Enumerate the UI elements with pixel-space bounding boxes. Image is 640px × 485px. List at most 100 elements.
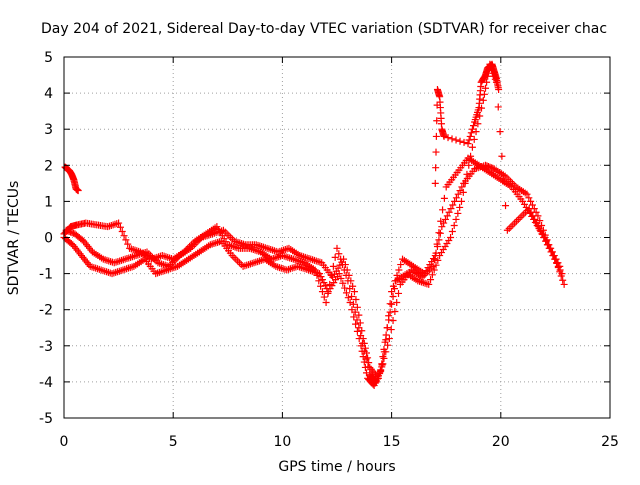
data-point [277, 264, 285, 272]
data-point [356, 319, 364, 327]
data-point [550, 252, 558, 260]
data-point [534, 223, 542, 231]
data-point [545, 241, 553, 249]
data-series [60, 60, 568, 390]
data-point [431, 179, 439, 187]
data-point [538, 230, 546, 238]
data-point [109, 221, 117, 229]
data-point [538, 221, 546, 229]
data-point [335, 250, 343, 258]
data-point [440, 194, 448, 202]
data-point [289, 255, 297, 263]
x-tick-label: 5 [169, 434, 178, 450]
data-point [559, 276, 567, 284]
data-point [428, 271, 436, 279]
data-point [382, 331, 390, 339]
data-point [161, 261, 169, 269]
data-point [541, 231, 549, 239]
data-point [290, 264, 298, 272]
data-point [333, 244, 341, 252]
y-tick-label: 3 [44, 122, 53, 138]
data-point [345, 271, 353, 279]
data-point [440, 219, 448, 227]
data-point [468, 125, 476, 133]
data-point [125, 254, 133, 262]
y-tick-label: -4 [39, 375, 53, 391]
x-tick-label: 0 [60, 434, 69, 450]
data-point [265, 245, 273, 253]
data-point [431, 256, 439, 264]
data-point [452, 194, 460, 202]
data-point [124, 264, 132, 272]
data-point [440, 132, 448, 140]
data-point [279, 265, 287, 273]
y-axis-label: SDTVAR / TECUs [6, 181, 22, 296]
data-point [159, 261, 167, 269]
data-point [558, 270, 566, 278]
data-point [470, 135, 478, 143]
data-point [250, 259, 258, 267]
data-point [123, 255, 131, 263]
data-point [456, 203, 464, 211]
data-point [457, 197, 465, 205]
data-point [465, 136, 473, 144]
data-point [494, 103, 502, 111]
data-point [560, 280, 568, 288]
data-point [359, 353, 367, 361]
data-point [432, 164, 440, 172]
data-point [358, 347, 366, 355]
data-point [74, 187, 82, 195]
data-point [514, 215, 522, 223]
data-point [386, 300, 394, 308]
data-point [283, 245, 291, 253]
data-point [239, 262, 247, 270]
data-point [447, 234, 455, 241]
data-point [441, 215, 449, 223]
data-point [126, 244, 134, 252]
data-point [385, 316, 393, 324]
data-point [479, 96, 487, 104]
data-point [353, 316, 361, 324]
data-point [317, 282, 325, 290]
data-point [393, 298, 401, 306]
data-point [119, 256, 127, 264]
data-point [99, 267, 107, 275]
data-point [234, 257, 242, 265]
data-point [458, 183, 466, 191]
data-point [435, 229, 443, 237]
data-point [353, 303, 361, 311]
data-point [361, 344, 369, 352]
data-point [118, 227, 126, 235]
data-point [520, 210, 528, 218]
data-point [263, 244, 271, 252]
data-point [542, 237, 550, 245]
data-point [425, 280, 433, 288]
y-tick-label: 4 [44, 86, 53, 102]
data-point [527, 197, 535, 205]
series-late-excursion [431, 60, 503, 187]
data-point [464, 140, 472, 148]
data-point [118, 256, 126, 264]
data-point [104, 268, 112, 276]
data-point [543, 236, 551, 244]
data-point [503, 226, 511, 234]
data-point [395, 266, 403, 274]
data-point [116, 223, 124, 231]
data-point [360, 339, 368, 347]
data-point [449, 201, 457, 209]
data-point [531, 215, 539, 223]
data-point [155, 268, 163, 276]
data-point [331, 253, 339, 261]
data-point [245, 261, 253, 269]
data-point [119, 266, 127, 274]
data-point [389, 317, 397, 325]
data-point [512, 217, 520, 225]
data-point [340, 255, 348, 263]
data-point [432, 132, 440, 140]
data-point [254, 258, 262, 266]
data-point [495, 85, 503, 93]
data-point [518, 212, 526, 220]
series-track-b [60, 60, 566, 390]
